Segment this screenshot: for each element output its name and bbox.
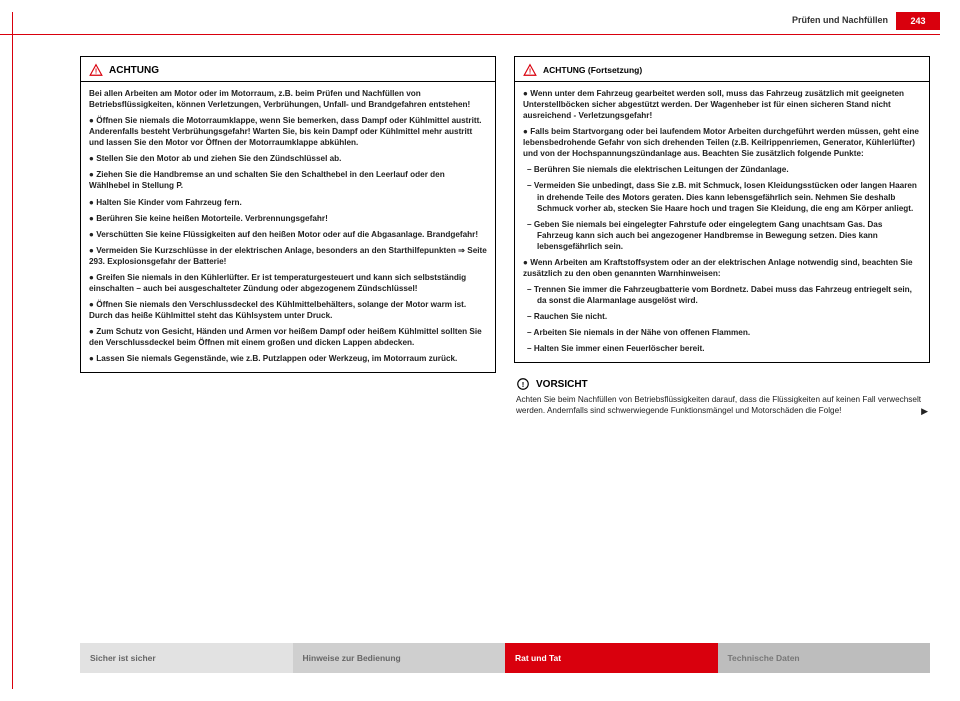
- achtung-right-rule: [515, 81, 929, 82]
- footer-tab-rat[interactable]: Rat und Tat: [505, 643, 718, 673]
- achtung-left-rule: [81, 81, 495, 82]
- continue-arrow-icon: ▶: [921, 405, 928, 417]
- vorsicht-text-content: Achten Sie beim Nachfüllen von Betriebsf…: [516, 395, 921, 415]
- svg-text:!: !: [95, 69, 97, 76]
- page-number-tab: 243: [896, 12, 940, 30]
- header-red-rule: [0, 34, 940, 35]
- list-item: Öffnen Sie niemals die Motorraumklappe, …: [89, 115, 487, 148]
- footer-tab-technische[interactable]: Technische Daten: [718, 643, 931, 673]
- achtung-right-list: Wenn unter dem Fahrzeug gearbeitet werde…: [523, 88, 921, 354]
- achtung-left-list: Öffnen Sie niemals die Motorraumklappe, …: [89, 115, 487, 364]
- svg-text:!: !: [522, 380, 525, 389]
- warning-triangle-icon: !: [89, 63, 103, 77]
- vorsicht-title: VORSICHT: [536, 379, 588, 390]
- achtung-box-left: ! ACHTUNG Bei allen Arbeiten am Motor od…: [80, 56, 496, 373]
- list-item: Berühren Sie keine heißen Motorteile. Ve…: [89, 213, 487, 224]
- list-item: Öffnen Sie niemals den Verschlussdeckel …: [89, 299, 487, 321]
- left-red-rule: [12, 12, 13, 689]
- list-item: Verschütten Sie keine Flüssigkeiten auf …: [89, 229, 487, 240]
- left-column: ! ACHTUNG Bei allen Arbeiten am Motor od…: [80, 56, 496, 629]
- achtung-box-right: ! ACHTUNG (Fortsetzung) Wenn unter dem F…: [514, 56, 930, 363]
- achtung-right-title: ACHTUNG (Fortsetzung): [543, 65, 642, 75]
- achtung-left-header: ! ACHTUNG: [89, 63, 487, 77]
- list-item: Berühren Sie niemals die elektrischen Le…: [523, 164, 921, 175]
- list-item: Vermeiden Sie Kurzschlüsse in der elektr…: [89, 245, 487, 267]
- achtung-left-title: ACHTUNG: [109, 65, 159, 76]
- list-item: Arbeiten Sie niemals in der Nähe von off…: [523, 327, 921, 338]
- right-column: ! ACHTUNG (Fortsetzung) Wenn unter dem F…: [514, 56, 930, 629]
- footer-nav: Sicher ist sicher Hinweise zur Bedienung…: [80, 643, 930, 673]
- list-item: Ziehen Sie die Handbremse an und schalte…: [89, 169, 487, 191]
- list-item: Rauchen Sie nicht.: [523, 311, 921, 322]
- list-item: Trennen Sie immer die Fahrzeugbatterie v…: [523, 284, 921, 306]
- list-item: Falls beim Startvorgang oder bei laufend…: [523, 126, 921, 159]
- content-columns: ! ACHTUNG Bei allen Arbeiten am Motor od…: [80, 56, 930, 629]
- footer-tab-sicher[interactable]: Sicher ist sicher: [80, 643, 293, 673]
- list-item: Zum Schutz von Gesicht, Händen und Armen…: [89, 326, 487, 348]
- achtung-right-header: ! ACHTUNG (Fortsetzung): [523, 63, 921, 77]
- vorsicht-block: ! VORSICHT Achten Sie beim Nachfüllen vo…: [514, 377, 930, 417]
- header-bar: Prüfen und Nachfüllen 243: [40, 12, 940, 42]
- list-item: Stellen Sie den Motor ab und ziehen Sie …: [89, 153, 487, 164]
- list-item: Greifen Sie niemals in den Kühlerlüfter.…: [89, 272, 487, 294]
- achtung-left-lead: Bei allen Arbeiten am Motor oder im Moto…: [89, 88, 487, 110]
- section-title: Prüfen und Nachfüllen: [792, 15, 888, 25]
- footer-tab-hinweise[interactable]: Hinweise zur Bedienung: [293, 643, 506, 673]
- list-item: Wenn Arbeiten am Kraftstoffsystem oder a…: [523, 257, 921, 279]
- warning-triangle-icon: !: [523, 63, 537, 77]
- list-item: Wenn unter dem Fahrzeug gearbeitet werde…: [523, 88, 921, 121]
- list-item: Geben Sie niemals bei eingelegter Fahrst…: [523, 219, 921, 252]
- list-item: Halten Sie Kinder vom Fahrzeug fern.: [89, 197, 487, 208]
- page-frame: Prüfen und Nachfüllen 243 ! ACHTUNG Bei …: [40, 12, 940, 689]
- list-item: Lassen Sie niemals Gegenstände, wie z.B.…: [89, 353, 487, 364]
- svg-text:!: !: [529, 69, 531, 76]
- list-item: Vermeiden Sie unbedingt, dass Sie z.B. m…: [523, 180, 921, 213]
- list-item: Halten Sie immer einen Feuerlöscher bere…: [523, 343, 921, 354]
- vorsicht-text: Achten Sie beim Nachfüllen von Betriebsf…: [516, 394, 928, 416]
- vorsicht-header: ! VORSICHT: [516, 377, 928, 391]
- caution-circle-icon: !: [516, 377, 530, 391]
